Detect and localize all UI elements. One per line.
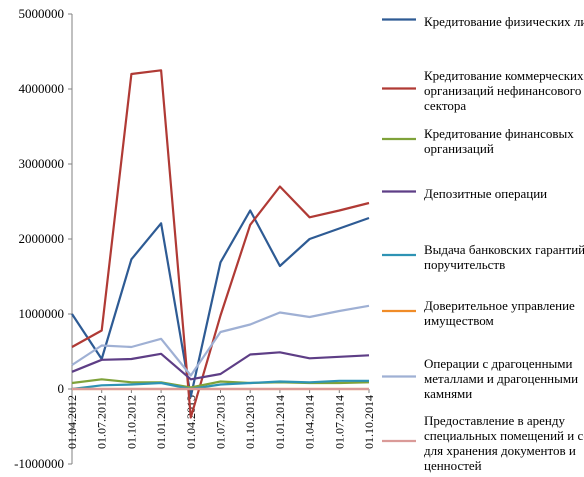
legend-label: Выдача банковских гарантий и поручительст… — [424, 242, 584, 272]
series-line-1 — [71, 209, 370, 398]
x-tick-label: 01.10.2014 — [362, 395, 376, 449]
y-tick-label: -1000000 — [14, 456, 64, 471]
series-line-7 — [71, 304, 370, 377]
y-tick-label: 3000000 — [19, 156, 65, 171]
legend-label: Предоставление в аренду специальных помещ… — [424, 413, 584, 473]
x-tick-label: 01.01.2013 — [154, 395, 168, 449]
legend-label: Депозитные операции — [424, 186, 547, 201]
series-line-4 — [71, 351, 370, 381]
series-line-2 — [71, 69, 370, 419]
legend-label: Кредитование физических лиц — [424, 14, 584, 29]
y-tick-label: 0 — [58, 381, 65, 396]
legend-label: Операции с драгоценными металлами и драго… — [424, 356, 578, 401]
x-tick-label: 01.07.2013 — [214, 395, 228, 449]
x-tick-label: 01.04.2014 — [303, 395, 317, 449]
y-tick-label: 1000000 — [19, 306, 65, 321]
series-line-5 — [71, 379, 369, 391]
x-tick-label: 01.07.2012 — [95, 395, 109, 449]
x-tick-label: 01.10.2013 — [243, 395, 257, 449]
y-axis-tick-labels: -1000000 0 1000000 2000000 3000000 4000000 500… — [14, 6, 72, 471]
x-tick-label: 01.01.2014 — [273, 395, 287, 449]
legend-label: Доверительное управление имуществом — [424, 298, 575, 328]
series-line-3 — [71, 378, 370, 389]
y-tick-label: 4000000 — [19, 81, 65, 96]
x-tick-label: 01.04.2012 — [65, 395, 79, 449]
y-tick-label: 5000000 — [19, 6, 65, 21]
series-lines — [71, 69, 370, 419]
x-tick-label: 01.07.2014 — [332, 395, 346, 449]
legend: Кредитование физических лиц Кредитование … — [382, 14, 584, 473]
x-tick-label: 01.10.2012 — [124, 395, 138, 449]
legend-label: Кредитование коммерческих организаций неф… — [424, 68, 584, 113]
y-tick-label: 2000000 — [19, 231, 65, 246]
x-axis-tick-labels: 01.04.2012 01.07.2012 01.10.2012 01.01.2013… — [65, 389, 376, 449]
legend-label: Кредитование финансовых организаций — [424, 126, 574, 156]
